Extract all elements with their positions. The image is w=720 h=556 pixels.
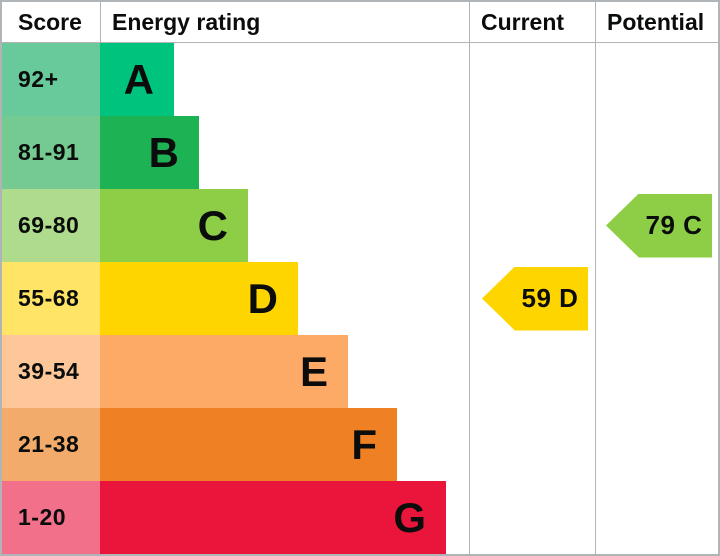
rating-letter-e: E — [299, 347, 328, 395]
rating-bar-c: C — [100, 189, 248, 262]
current-column-divider — [469, 2, 470, 554]
chart-header: Score Energy rating Current Potential — [2, 2, 718, 43]
rating-rows: 92+ A 81-91 B 69-80 C 55-68 D 39-54 E 21… — [2, 43, 718, 554]
rating-letter-c: C — [197, 201, 228, 249]
potential-rating-label: 79 C — [645, 210, 703, 240]
energy-rating-column-header: Energy rating — [112, 9, 261, 35]
rating-letter-b: B — [148, 128, 179, 176]
rating-bar-d: D — [100, 262, 298, 335]
rating-bar-f: F — [100, 408, 397, 481]
score-range-label-f: 21-38 — [2, 408, 100, 481]
score-column-header: Score — [18, 9, 82, 35]
rating-bar-b: B — [100, 116, 199, 189]
potential-column-divider — [595, 2, 596, 554]
score-range-label-g: 1-20 — [2, 481, 100, 554]
rating-bar-g: G — [100, 481, 446, 554]
score-range-label-b: 81-91 — [2, 116, 100, 189]
current-column-header: Current — [481, 9, 565, 35]
score-range-label-c: 69-80 — [2, 189, 100, 262]
rating-letter-d: D — [247, 274, 278, 322]
potential-column-header: Potential — [607, 9, 705, 35]
rating-letter-g: G — [393, 493, 426, 541]
score-column-divider — [100, 2, 101, 42]
rating-row-a: 92+ A — [2, 43, 718, 116]
rating-letter-a: A — [123, 55, 154, 103]
score-range-label-d: 55-68 — [2, 262, 100, 335]
score-range-label-a: 92+ — [2, 43, 100, 116]
rating-bar-a: A — [100, 43, 174, 116]
rating-row-g: 1-20 G — [2, 481, 718, 554]
rating-letter-f: F — [351, 420, 377, 468]
rating-bar-e: E — [100, 335, 348, 408]
rating-row-c: 69-80 C — [2, 189, 718, 262]
rating-row-f: 21-38 F — [2, 408, 718, 481]
rating-row-b: 81-91 B — [2, 116, 718, 189]
rating-row-e: 39-54 E — [2, 335, 718, 408]
score-range-label-e: 39-54 — [2, 335, 100, 408]
rating-row-d: 55-68 D — [2, 262, 718, 335]
current-rating-label: 59 D — [521, 283, 579, 313]
